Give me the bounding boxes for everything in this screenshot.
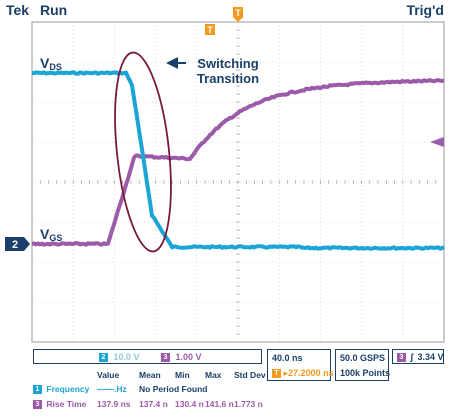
timebase-value: 40.0 ns <box>272 353 303 363</box>
ch3-badge: 3 <box>161 353 170 363</box>
svg-text:T: T <box>207 25 213 35</box>
header-min: Min <box>175 370 190 380</box>
header-mean: Mean <box>139 370 161 380</box>
run-state-label: Run <box>40 2 68 18</box>
ch2-scale: 10.0 V <box>113 352 140 362</box>
sample-rate: 50.0 GSPS <box>340 353 386 363</box>
row1-value: ——.Hz <box>97 384 127 394</box>
trigger-source-badge: 3 <box>397 353 406 363</box>
trigger-level: 3.34 V <box>417 352 444 362</box>
ch2-badge: 2 <box>99 353 108 363</box>
row1-name: Frequency <box>46 384 90 394</box>
brand-label: Tek <box>6 2 30 18</box>
trigger-position-value: ▸27.2000 ns <box>283 368 334 378</box>
trigger-slope-icon: ∫ <box>410 352 413 362</box>
channel-scale-box[interactable]: 2 10.0 V 3 1.00 V <box>33 349 262 364</box>
annotation-arrow-icon <box>166 57 186 69</box>
record-length: 100k Points <box>340 368 391 378</box>
svg-text:2: 2 <box>12 239 18 251</box>
timebase-box[interactable]: 40.0 ns T ▸27.2000 ns <box>267 349 334 381</box>
ch2-ground-marker[interactable]: 2 <box>5 237 30 251</box>
table-row[interactable]: 3 Rise Time <box>33 399 87 410</box>
row1-note: No Period Found <box>139 384 208 394</box>
vgs-waveform <box>31 78 445 247</box>
ch3-scale: 1.00 V <box>175 352 202 362</box>
table-row[interactable]: 1 Frequency <box>33 384 90 395</box>
header-value: Value <box>97 370 120 380</box>
switching-transition-annotation: Switching Transition <box>196 56 260 86</box>
row1-channel-badge: 1 <box>33 385 42 395</box>
row2-channel-badge: 3 <box>33 400 42 410</box>
svg-text:T: T <box>235 8 241 18</box>
trigger-time-marker[interactable]: T <box>233 7 243 22</box>
row2-mean: 137.4 n <box>139 399 168 409</box>
trigger-position-badge: T <box>272 369 281 379</box>
graticule-grid <box>31 21 445 343</box>
row2-std-dev: 1.773 n <box>234 399 263 409</box>
trigger-box[interactable]: 3 ∫ 3.34 V <box>392 349 444 364</box>
row2-name: Rise Time <box>46 399 87 409</box>
row2-min: 130.4 n <box>175 399 204 409</box>
vgs-label: VGS <box>40 226 63 243</box>
ch3-level-marker[interactable] <box>430 137 444 147</box>
acquisition-box[interactable]: 50.0 GSPS 100k Points <box>335 349 391 381</box>
trigger-position-marker[interactable]: T <box>205 24 215 35</box>
switching-transition-ellipse <box>114 51 172 253</box>
vds-label: VDS <box>40 55 62 72</box>
vds-waveform <box>31 70 445 251</box>
header-std-dev: Std Dev <box>234 370 266 380</box>
row2-value: 137.9 ns <box>97 399 131 409</box>
row2-max: 141.6 n <box>205 399 234 409</box>
header-max: Max <box>205 370 222 380</box>
trigger-status-label: Trig'd <box>406 2 444 18</box>
measurement-table: Value Mean Min Max Std Dev 1 Frequency —… <box>33 368 266 414</box>
